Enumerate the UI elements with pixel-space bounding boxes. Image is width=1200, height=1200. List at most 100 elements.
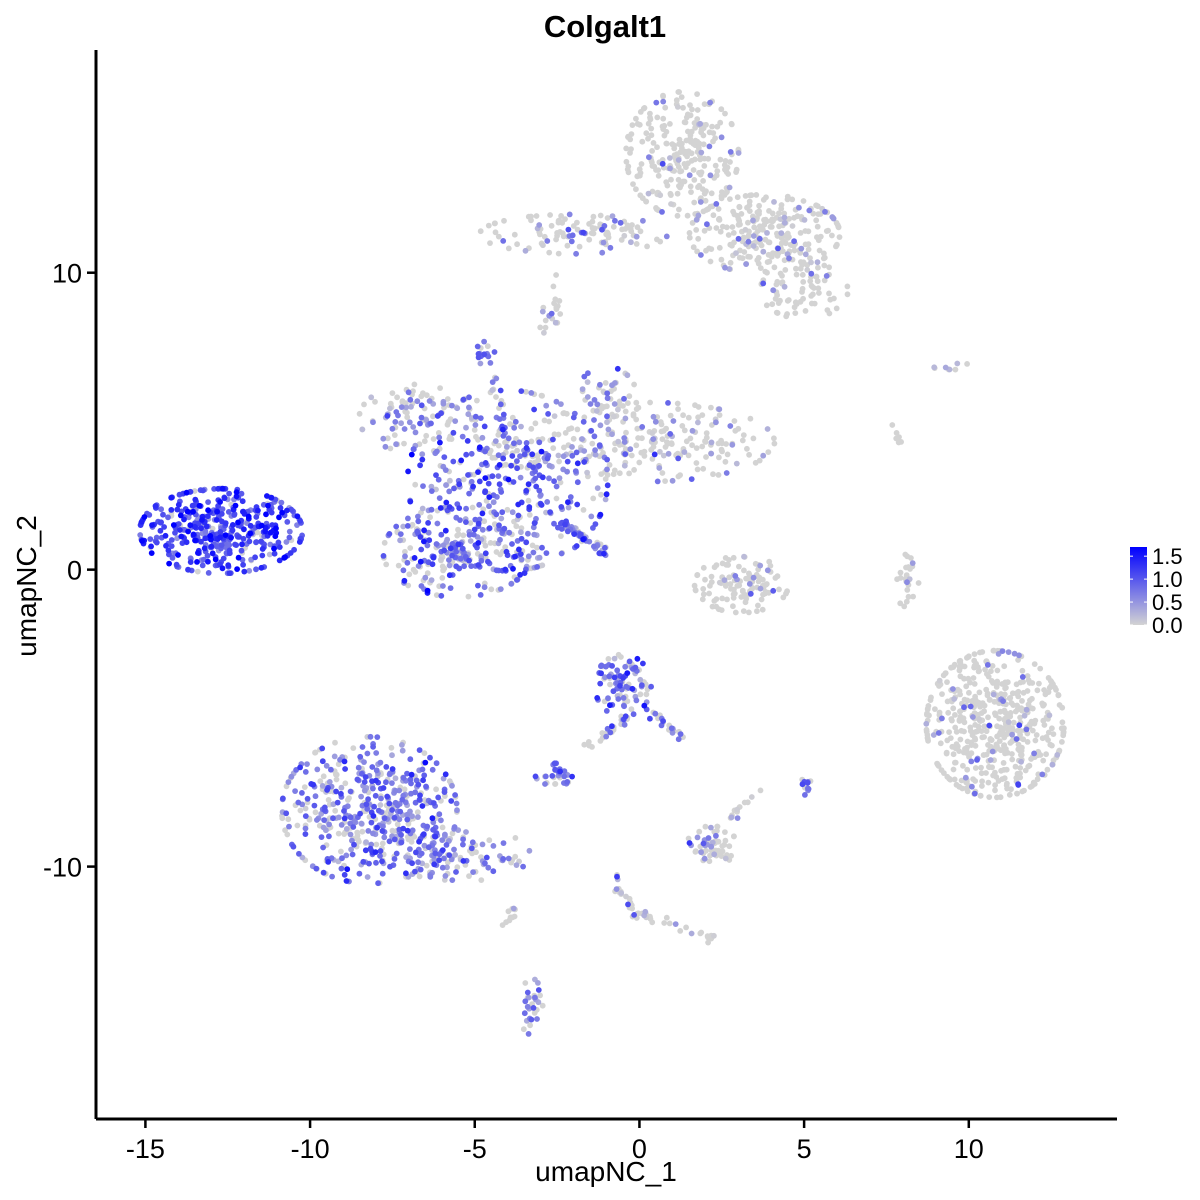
cell-point xyxy=(446,572,453,579)
cell-point xyxy=(558,213,564,219)
cell-point xyxy=(405,515,411,522)
cell-point xyxy=(671,168,678,174)
cell-point xyxy=(690,140,697,147)
cell-point xyxy=(680,104,686,111)
cell-point xyxy=(564,458,571,465)
cell-point xyxy=(755,260,762,267)
cell-point xyxy=(442,467,449,473)
x-axis-label: umapNC_1 xyxy=(535,1156,677,1187)
cell-point xyxy=(710,138,716,145)
cell-point xyxy=(407,498,414,505)
cell-point xyxy=(384,413,391,419)
cell-point xyxy=(419,451,426,458)
cell-point xyxy=(460,532,467,539)
cell-point xyxy=(447,545,454,552)
cell-point xyxy=(390,828,396,835)
cell-point xyxy=(178,533,185,540)
cell-point xyxy=(643,691,650,698)
cell-point xyxy=(350,745,357,751)
cell-point xyxy=(560,453,567,460)
cell-point xyxy=(398,831,404,838)
cell-point xyxy=(417,420,423,427)
cell-point xyxy=(594,401,601,408)
cell-point xyxy=(904,587,911,593)
cell-point xyxy=(450,458,457,465)
cell-point xyxy=(736,204,743,211)
cell-point xyxy=(357,753,364,760)
cell-point xyxy=(528,1016,535,1023)
cell-point xyxy=(771,199,777,205)
cell-point xyxy=(233,489,240,495)
cell-point xyxy=(987,757,994,763)
cell-point xyxy=(746,451,752,458)
cell-point xyxy=(539,1002,546,1009)
cell-point xyxy=(758,242,765,249)
cell-point xyxy=(574,426,581,433)
cell-point xyxy=(530,464,536,471)
cell-point xyxy=(368,394,375,401)
cell-point xyxy=(1016,652,1022,659)
cell-point xyxy=(678,94,685,100)
cell-point xyxy=(466,873,472,879)
cell-point xyxy=(568,238,575,245)
cell-point xyxy=(415,859,421,866)
cell-point xyxy=(495,473,502,479)
cell-point xyxy=(695,414,701,421)
cell-point xyxy=(486,503,492,510)
cell-point xyxy=(804,267,811,273)
cell-point xyxy=(522,998,529,1005)
cell-point xyxy=(604,456,610,463)
cell-point xyxy=(639,195,646,202)
cell-point xyxy=(433,760,440,767)
cell-point xyxy=(395,562,402,569)
cell-point xyxy=(740,432,747,438)
y-tick-label: 10 xyxy=(52,259,82,289)
cell-point xyxy=(286,823,292,830)
cell-point xyxy=(466,557,472,564)
cell-point xyxy=(970,675,977,681)
cell-point xyxy=(1018,751,1024,758)
cell-point xyxy=(436,811,443,818)
cell-point xyxy=(456,481,463,488)
cell-point xyxy=(562,430,569,436)
cell-point xyxy=(338,784,345,791)
x-tick-label: 10 xyxy=(954,1134,984,1164)
cell-point xyxy=(626,658,633,665)
cell-point xyxy=(302,805,309,812)
cell-point xyxy=(526,512,533,518)
cell-point xyxy=(374,734,381,740)
cell-point xyxy=(677,731,684,737)
cell-point xyxy=(615,406,621,413)
cell-point xyxy=(716,406,723,413)
cell-point xyxy=(1026,680,1033,686)
cell-point xyxy=(625,901,631,908)
cell-point xyxy=(738,211,745,217)
cell-point xyxy=(1012,763,1019,770)
cell-point xyxy=(292,788,298,794)
cell-point xyxy=(410,446,417,453)
cell-point xyxy=(540,242,546,249)
cell-point xyxy=(454,864,461,871)
cell-point xyxy=(707,99,713,106)
cell-point xyxy=(652,710,659,717)
cell-point xyxy=(314,766,321,773)
cell-point xyxy=(699,443,706,450)
cell-point xyxy=(710,212,717,219)
cell-point xyxy=(715,606,722,613)
cell-point xyxy=(203,523,210,530)
cell-point xyxy=(220,555,227,562)
cell-point xyxy=(507,421,513,427)
cell-point xyxy=(727,196,733,203)
cell-point xyxy=(452,851,458,858)
cell-point xyxy=(755,602,761,609)
cell-point xyxy=(173,561,180,568)
cell-point xyxy=(319,745,326,752)
cell-point xyxy=(750,435,757,442)
cell-point xyxy=(474,397,480,404)
cell-point xyxy=(409,813,415,820)
cell-point xyxy=(139,538,146,544)
cell-point xyxy=(285,816,292,823)
cell-point xyxy=(598,491,604,498)
cell-point xyxy=(621,232,628,239)
cell-point xyxy=(449,830,456,837)
